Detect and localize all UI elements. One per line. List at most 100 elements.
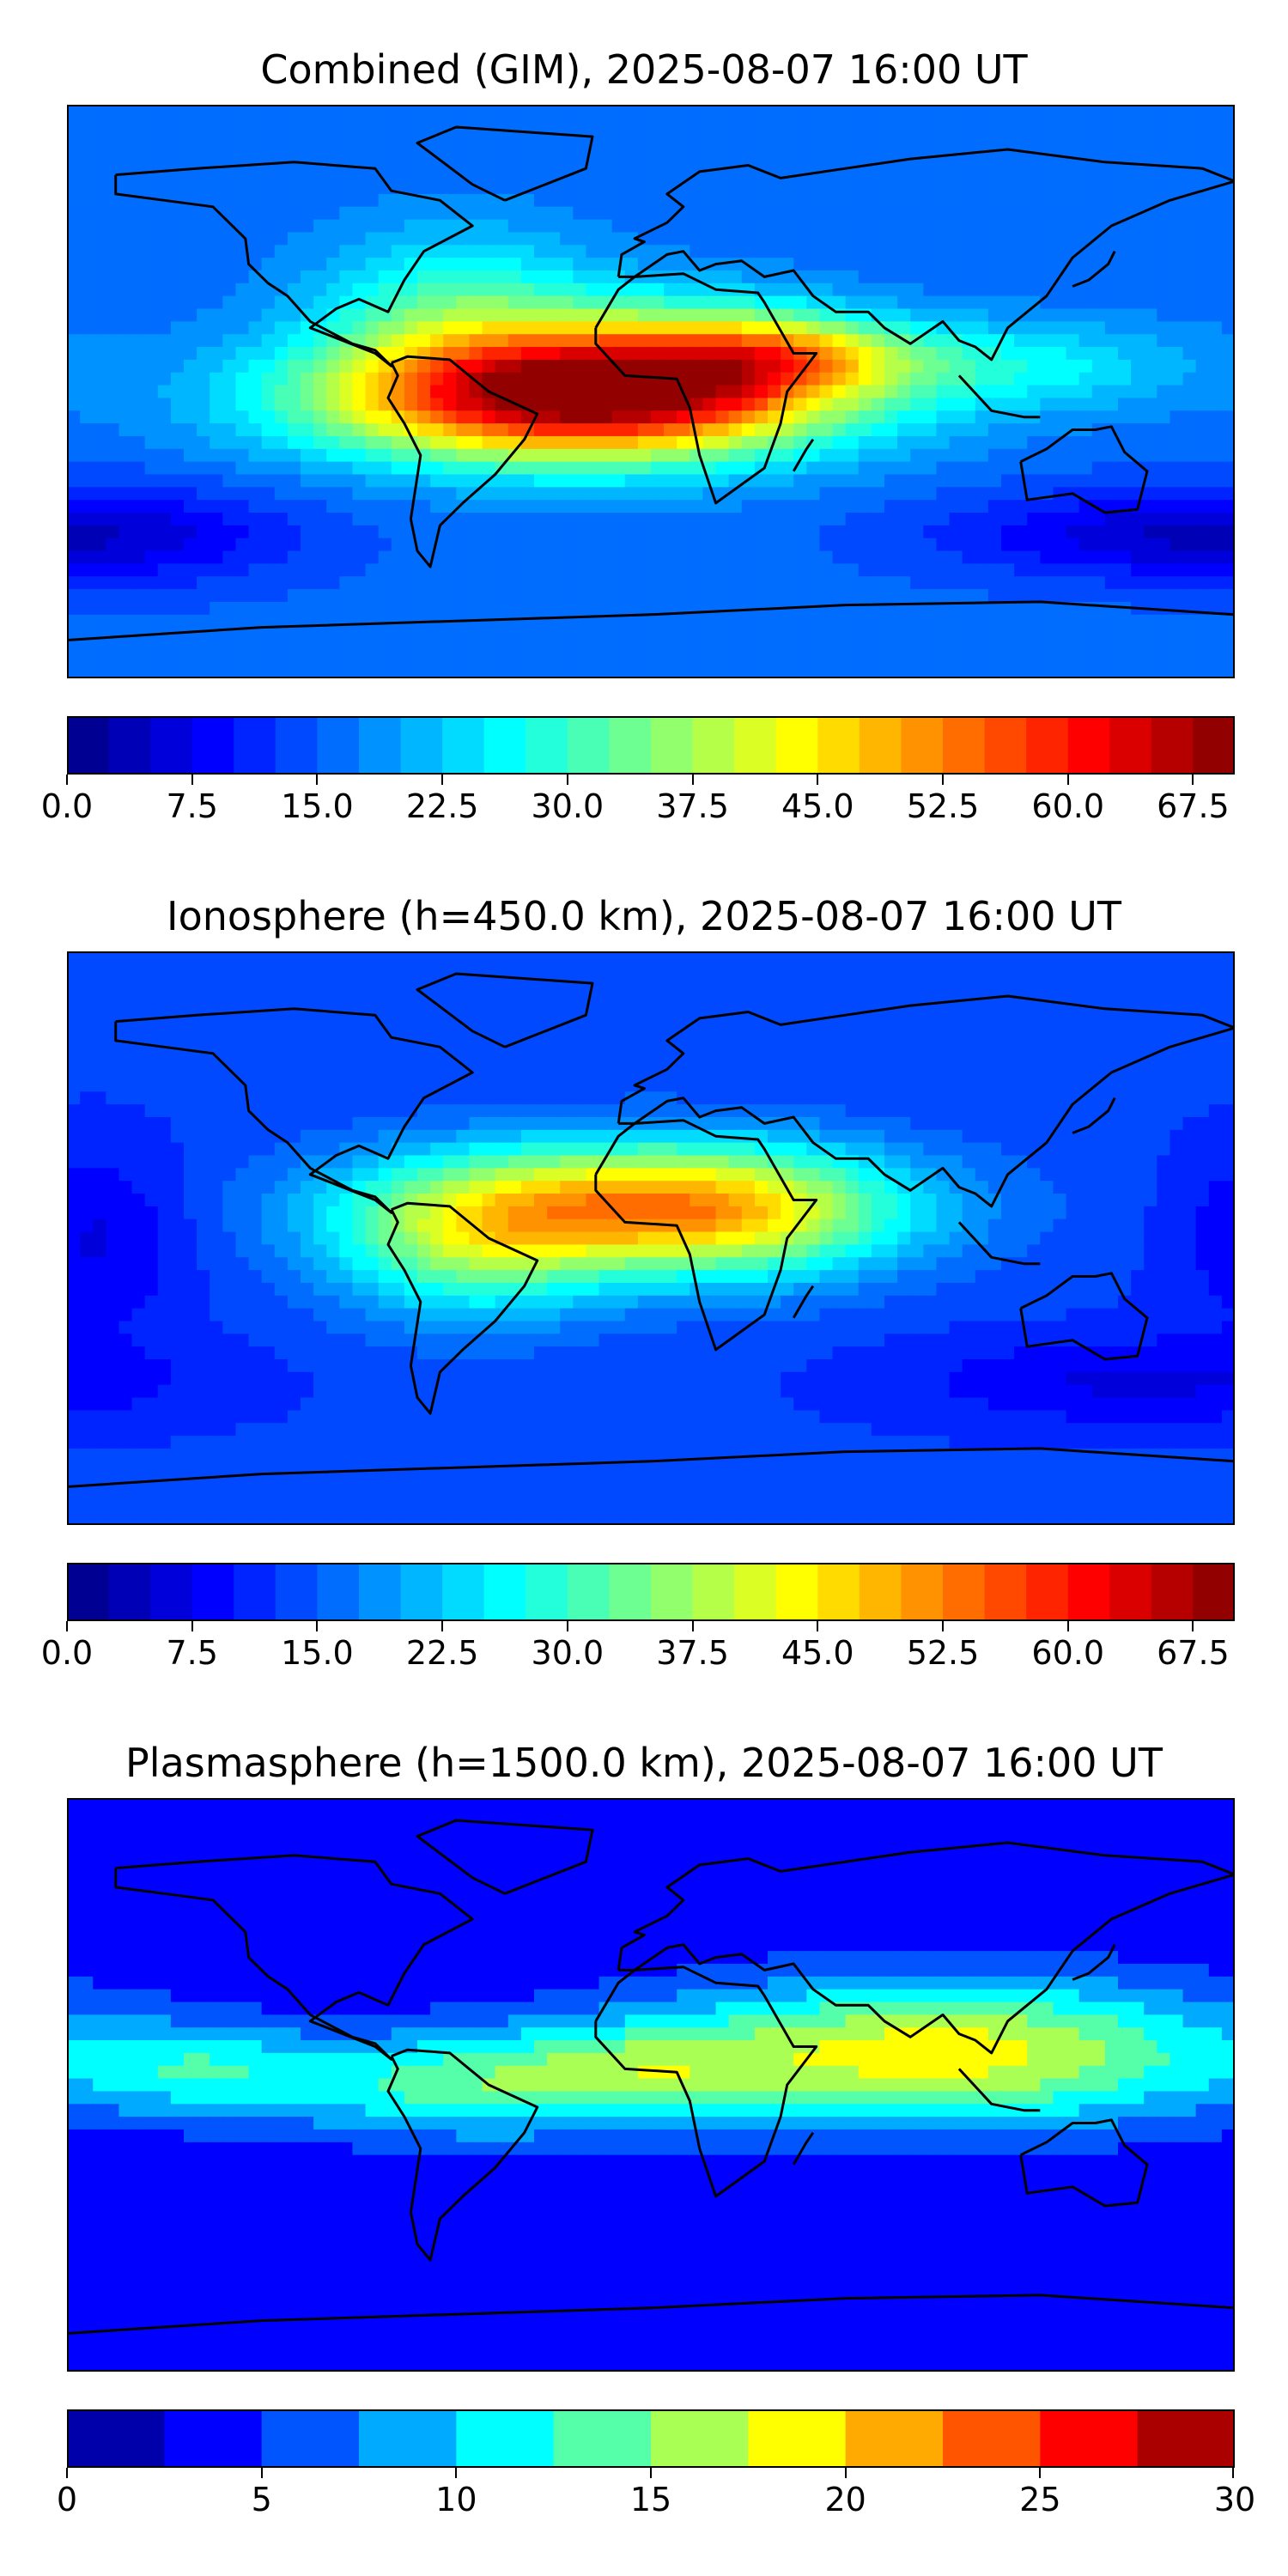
- colorbar-band: [845, 2409, 944, 2468]
- colorbar-tick-label: 15: [629, 2481, 672, 2518]
- colorbar-band: [692, 1563, 735, 1621]
- coastline: [416, 125, 594, 202]
- coastline: [386, 2048, 539, 2262]
- colorbar-band: [400, 716, 443, 775]
- coastline: [957, 2068, 1041, 2112]
- colorbar-tick: [441, 1621, 444, 1631]
- colorbar-band: [234, 716, 276, 775]
- colorbar-band: [1151, 716, 1194, 775]
- colorbar-band: [526, 1563, 568, 1621]
- colorbar-tick-label: 45.0: [781, 787, 854, 825]
- colorbar-tick: [191, 1621, 193, 1631]
- coastline: [386, 355, 539, 568]
- colorbar: [67, 716, 1235, 775]
- colorbar-band: [317, 1563, 360, 1621]
- colorbar: [67, 2409, 1235, 2468]
- colorbar-band: [1151, 1563, 1194, 1621]
- colorbar-band: [859, 716, 902, 775]
- coastline: [67, 600, 1235, 641]
- colorbar-tick-label: 22.5: [405, 787, 479, 825]
- colorbar-band: [859, 1563, 902, 1621]
- coastline: [957, 374, 1041, 419]
- colorbar-tick-label: 67.5: [1157, 1634, 1230, 1672]
- colorbar-band: [943, 716, 986, 775]
- colorbar-tick: [942, 775, 944, 785]
- colorbar-band: [567, 716, 611, 775]
- colorbar-band: [1026, 1563, 1069, 1621]
- colorbar-tick: [1232, 2468, 1234, 2478]
- colorbar-band: [1109, 1563, 1152, 1621]
- colorbar-band: [164, 2409, 263, 2468]
- colorbar-tick-label: 67.5: [1157, 787, 1230, 825]
- colorbar-band: [359, 716, 402, 775]
- colorbar-band: [775, 716, 818, 775]
- coastline: [792, 438, 815, 472]
- colorbar-tick-label: 52.5: [906, 1634, 980, 1672]
- coastline: [1019, 1272, 1149, 1361]
- colorbar-tick-label: 5: [251, 2481, 272, 2518]
- coastline: [792, 1285, 815, 1319]
- colorbar-band: [651, 2409, 749, 2468]
- colorbar-band: [1193, 1563, 1235, 1621]
- colorbar-tick: [844, 2468, 847, 2478]
- colorbar-tick: [316, 1621, 319, 1631]
- colorbar-band: [261, 2409, 360, 2468]
- colorbar-band: [67, 2409, 165, 2468]
- coastline: [1072, 1097, 1116, 1134]
- panel-title: Combined (GIM), 2025-08-07 16:00 UT: [260, 46, 1028, 93]
- colorbar-band: [191, 716, 234, 775]
- coastline: [617, 148, 1235, 361]
- colorbar-tick-label: 37.5: [656, 1634, 729, 1672]
- colorbar-tick-label: 30: [1213, 2481, 1256, 2518]
- coastline: [1019, 425, 1149, 514]
- colorbar-band: [775, 1563, 818, 1621]
- colorbar-band: [456, 2409, 555, 2468]
- colorbar-band: [817, 716, 860, 775]
- colorbar-tick: [566, 1621, 568, 1631]
- colorbar-band: [234, 1563, 276, 1621]
- colorbar-tick: [66, 1621, 68, 1631]
- colorbar-band: [567, 1563, 611, 1621]
- coastline: [386, 1201, 539, 1415]
- colorbar-band: [483, 716, 526, 775]
- colorbar-tick: [817, 1621, 819, 1631]
- colorbar: [67, 1563, 1235, 1621]
- tec-map: [67, 1798, 1235, 2372]
- colorbar-band: [901, 1563, 944, 1621]
- coastline: [114, 1007, 474, 1214]
- colorbar-band: [943, 1563, 986, 1621]
- colorbar-band: [651, 716, 694, 775]
- colorbar-tick-label: 20: [824, 2481, 866, 2518]
- colorbar-band: [984, 716, 1027, 775]
- coastline: [416, 972, 594, 1048]
- colorbar-tick-label: 30.0: [531, 787, 605, 825]
- coastline: [114, 1854, 474, 2061]
- colorbar-band: [734, 716, 777, 775]
- colorbar-tick: [66, 775, 68, 785]
- coastline: [114, 161, 474, 368]
- colorbar-tick-label: 15.0: [281, 1634, 354, 1672]
- coastline: [617, 994, 1235, 1208]
- colorbar-band: [317, 716, 360, 775]
- tec-map: [67, 105, 1235, 678]
- colorbar-band: [1026, 716, 1069, 775]
- colorbar-band: [67, 716, 110, 775]
- colorbar-tick: [1192, 1621, 1194, 1631]
- colorbar-band: [442, 1563, 485, 1621]
- colorbar-band: [943, 2409, 1041, 2468]
- colorbar-tick: [441, 775, 444, 785]
- colorbar-band: [1040, 2409, 1139, 2468]
- colorbar-tick: [1192, 775, 1194, 785]
- colorbar-tick-label: 0.0: [40, 1634, 94, 1672]
- colorbar-tick: [191, 775, 193, 785]
- colorbar-tick: [1039, 2468, 1042, 2478]
- colorbar-tick-label: 30.0: [531, 1634, 605, 1672]
- panel-title: Plasmasphere (h=1500.0 km), 2025-08-07 1…: [125, 1740, 1163, 1786]
- colorbar-tick: [316, 775, 319, 785]
- coastline: [594, 1119, 818, 1352]
- colorbar-tick: [691, 775, 694, 785]
- colorbar-band: [108, 1563, 151, 1621]
- colorbar-band: [817, 1563, 860, 1621]
- colorbar-band: [1137, 2409, 1235, 2468]
- colorbar-band: [483, 1563, 526, 1621]
